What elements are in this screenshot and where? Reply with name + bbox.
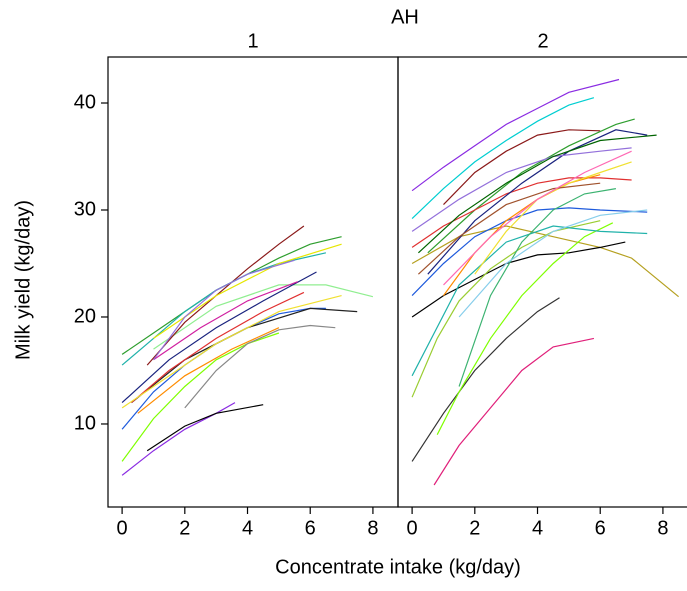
curve: [146, 404, 264, 452]
y-tick-label: 40: [74, 91, 96, 113]
curve: [153, 259, 295, 361]
x-axis-label: Concentrate intake (kg/day): [275, 556, 521, 578]
curve: [427, 129, 648, 275]
curve: [137, 327, 280, 414]
curve: [153, 281, 298, 361]
x-tick-label: 6: [305, 517, 316, 539]
curve: [121, 307, 326, 430]
y-axis-label: Milk yield (kg/day): [12, 200, 34, 360]
curve: [458, 209, 648, 318]
curve: [411, 147, 632, 232]
x-tick-label: 2: [179, 517, 190, 539]
curve: [121, 295, 342, 409]
curve: [121, 402, 236, 476]
panel-label: 2: [537, 30, 548, 52]
x-tick-label: 8: [367, 517, 378, 539]
curve: [417, 182, 601, 275]
curve: [458, 188, 616, 387]
curve: [411, 297, 560, 462]
curve: [411, 97, 595, 220]
x-tick-label: 2: [469, 517, 480, 539]
x-tick-label: 8: [657, 517, 668, 539]
y-tick-label: 30: [74, 198, 96, 220]
y-tick-label: 10: [74, 412, 96, 434]
panel-frame: [397, 56, 687, 508]
y-tick-label: 20: [74, 305, 96, 327]
x-tick-label: 6: [595, 517, 606, 539]
curve: [411, 78, 620, 192]
x-tick-label: 4: [242, 517, 253, 539]
x-tick-label: 0: [117, 517, 128, 539]
x-tick-label: 4: [532, 517, 543, 539]
strip-title: AH: [391, 6, 419, 28]
curve: [411, 241, 626, 318]
curve: [184, 324, 336, 409]
curve: [153, 243, 342, 339]
curve: [153, 284, 374, 350]
curve: [411, 225, 648, 377]
curve: [443, 150, 632, 286]
curve: [474, 161, 632, 275]
curve: [411, 177, 632, 248]
x-tick-label: 0: [407, 517, 418, 539]
panel-frame: [107, 56, 399, 508]
panel-label: 1: [247, 30, 258, 52]
curve: [131, 291, 305, 404]
curve: [146, 225, 305, 366]
curve: [417, 134, 657, 254]
curve: [443, 129, 601, 206]
curve: [121, 252, 327, 366]
curve: [121, 271, 317, 404]
curve: [436, 222, 614, 435]
curve: [433, 337, 595, 486]
